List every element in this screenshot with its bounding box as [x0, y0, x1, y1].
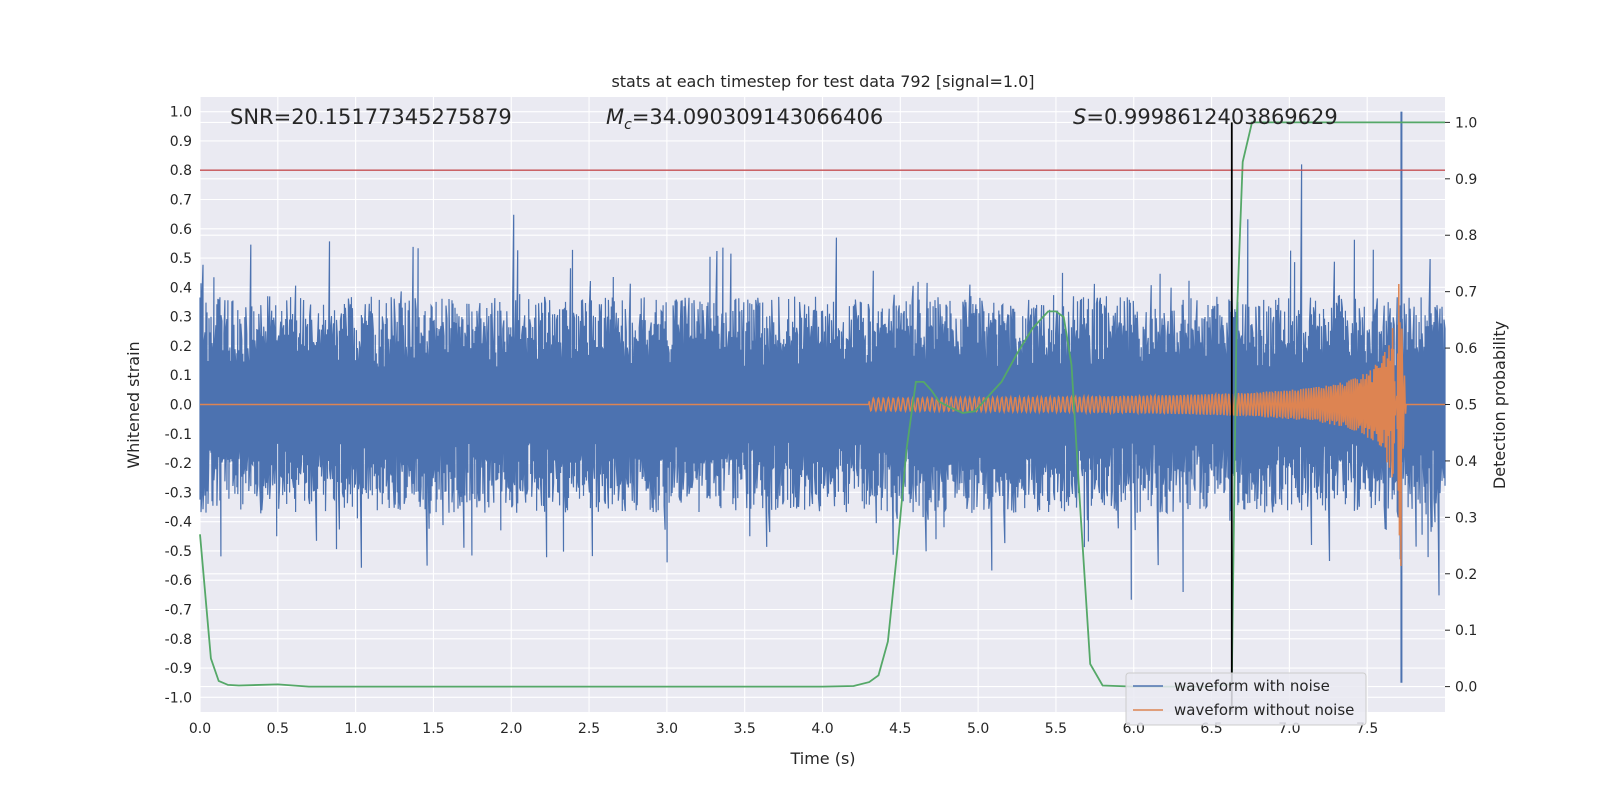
clean-waveform [200, 283, 1445, 567]
y-tick-label: -0.3 [165, 485, 192, 501]
x-tick-label: 2.5 [578, 721, 600, 737]
y-tick-label: -0.5 [165, 544, 192, 560]
chart-title: stats at each timestep for test data 792… [611, 72, 1034, 91]
y-tick-label: 0.0 [170, 398, 192, 414]
y2-tick-label: 0.4 [1455, 454, 1477, 470]
y-tick-label: 0.1 [170, 368, 192, 384]
x-tick-label: 0.0 [189, 721, 211, 737]
y2-tick-label: 0.6 [1455, 341, 1477, 357]
y-tick-label: -0.1 [165, 427, 192, 443]
x-tick-label: 0.5 [267, 721, 289, 737]
chirp-mass-annotation: Mc=34.090309143066406 [606, 105, 883, 133]
clean-waveform-line [200, 283, 1445, 567]
legend: waveform with noise waveform without noi… [1125, 672, 1367, 726]
y2-tick-label: 0.3 [1455, 510, 1477, 526]
s-symbol: S [1073, 105, 1086, 129]
y-tick-label: 0.5 [170, 251, 192, 267]
y-tick-label: -0.7 [165, 603, 192, 619]
y2-tick-label: 0.8 [1455, 228, 1477, 244]
snr-annotation: SNR=20.15177345275879 [230, 105, 512, 129]
y-tick-label: 0.9 [170, 134, 192, 150]
y-ticks: 1.0 0.9 0.8 0.7 0.6 0.5 0.4 0.3 0.2 0.1 0.0 -0.1 -0.… [165, 105, 192, 707]
y-tick-label: -0.4 [165, 515, 192, 531]
y-tick-label: 1.0 [170, 105, 192, 121]
mc-subscript: c [624, 117, 632, 133]
legend-box [1125, 672, 1367, 726]
x-tick-label: 5.0 [967, 721, 989, 737]
y-tick-label: -0.9 [165, 661, 192, 677]
x-ticks: 0.0 0.5 1.0 1.5 2.0 2.5 3.0 3.5 4.0 4.5 5.0 5.5 6.0 6… [189, 721, 1378, 737]
x-tick-label: 1.0 [344, 721, 366, 737]
y2-tick-label: 0.9 [1455, 172, 1477, 188]
s-value: =0.9998612403869629 [1086, 105, 1337, 129]
y-tick-label: 0.3 [170, 310, 192, 326]
mc-symbol: M [606, 105, 624, 129]
y-tick-label: -0.2 [165, 456, 192, 472]
y2-tick-label: 0.7 [1455, 285, 1477, 301]
y-tick-label: 0.7 [170, 193, 192, 209]
y-tick-label: -1.0 [165, 690, 192, 706]
x-tick-label: 2.0 [500, 721, 522, 737]
y-tick-label: 0.6 [170, 222, 192, 238]
mc-value: =34.090309143066406 [632, 105, 883, 129]
y-tick-label: 0.8 [170, 163, 192, 179]
y2-axis-label: Detection probability [1490, 321, 1509, 489]
y2-tick-label: 0.2 [1455, 567, 1477, 583]
score-annotation: S=0.9998612403869629 [1073, 105, 1338, 129]
y-tick-label: -0.6 [165, 573, 192, 589]
legend-label-noisy: waveform with noise [1174, 677, 1330, 695]
noisy-waveform-line [199, 164, 1446, 600]
y-tick-label: 0.4 [170, 280, 192, 296]
legend-label-clean: waveform without noise [1174, 701, 1354, 719]
markers [200, 122, 1445, 712]
y-axis-label: Whitened strain [124, 341, 143, 468]
y2-ticks: 1.0 0.9 0.8 0.7 0.6 0.5 0.4 0.3 0.2 0.1 0.0 [1445, 115, 1477, 696]
y2-tick-label: 1.0 [1455, 115, 1477, 131]
x-tick-label: 4.5 [889, 721, 911, 737]
y-tick-label: 0.2 [170, 339, 192, 355]
x-tick-label: 5.5 [1045, 721, 1067, 737]
x-axis-label: Time (s) [789, 749, 855, 768]
x-tick-label: 4.0 [811, 721, 833, 737]
y2-tick-label: 0.0 [1455, 680, 1477, 696]
y2-tick-label: 0.1 [1455, 623, 1477, 639]
y-tick-label: -0.8 [165, 632, 192, 648]
x-tick-label: 3.5 [734, 721, 756, 737]
x-tick-label: 1.5 [422, 721, 444, 737]
y2-tick-label: 0.5 [1455, 398, 1477, 414]
x-tick-label: 3.0 [656, 721, 678, 737]
